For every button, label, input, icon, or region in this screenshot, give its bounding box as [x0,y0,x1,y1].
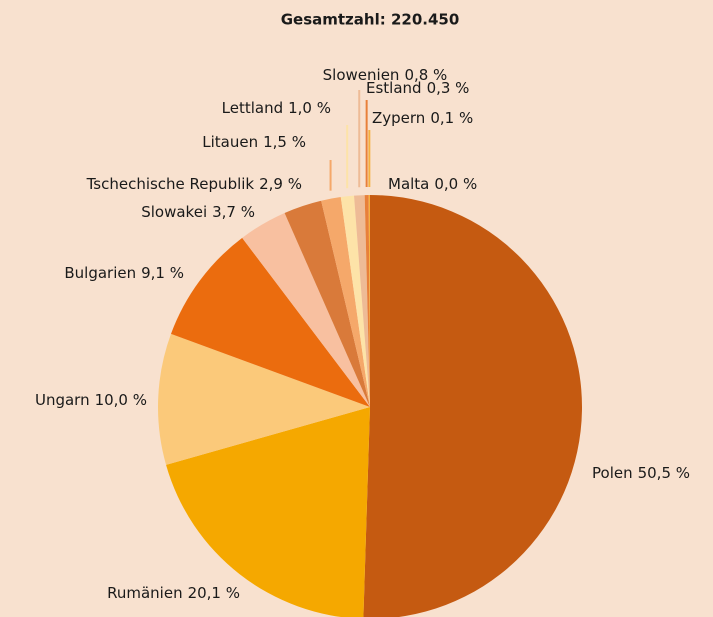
pie-slice [170,237,370,407]
pie-slice [284,200,370,407]
category-label: Tschechische Republik [86,175,255,193]
value-label: 2,9 % [259,175,302,193]
slice-label: Rumänien 20,1 % [107,584,240,602]
value-label: 1,5 % [263,133,306,151]
category-label: Lettland [222,99,283,117]
slice-label: Malta 0,0 % [388,175,477,193]
category-label: Zypern [372,109,425,127]
slice-label: Slowakei 3,7 % [141,203,255,221]
slice-label: Lettland 1,0 % [222,99,331,117]
slice-label: Tschechische Republik 2,9 % [86,175,302,193]
slice-label: Estland 0,3 % [366,79,469,97]
chart-title: Gesamtzahl: 220.450 [281,11,460,29]
category-label: Slowenien [323,66,400,84]
value-label: 1,0 % [288,99,331,117]
category-label: Estland [366,79,422,97]
value-label: 10,0 % [95,391,147,409]
slice-label: Slowenien 0,8 % [323,66,448,84]
pie-slice [364,195,370,407]
pie-slice [242,212,370,407]
pie-slice [354,195,370,407]
category-label: Bulgarien [64,264,136,282]
value-label: 0,0 % [434,175,477,193]
slice-label: Zypern 0,1 % [372,109,473,127]
value-label: 0,1 % [430,109,473,127]
value-label: 3,7 % [212,203,255,221]
value-label: 20,1 % [188,584,240,602]
pie-slice [166,407,370,617]
category-label: Rumänien [107,584,182,602]
value-label: 0,3 % [427,79,470,97]
category-label: Litauen [202,133,258,151]
slice-label: Ungarn 10,0 % [35,391,147,409]
pie-slice [157,333,370,465]
value-label: 9,1 % [141,264,184,282]
slice-label: Polen 50,5 % [592,464,690,482]
value-label: 50,5 % [638,464,690,482]
category-label: Ungarn [35,391,90,409]
slice-label: Bulgarien 9,1 % [64,264,184,282]
slice-label: Litauen 1,5 % [202,133,306,151]
category-label: Malta [388,175,429,193]
pie-slice [340,195,370,407]
pie-slice [321,197,370,407]
pie-slice [368,195,370,407]
category-label: Polen [592,464,633,482]
value-label: 0,8 % [404,66,447,84]
pie-slice [363,195,582,617]
category-label: Slowakei [141,203,207,221]
